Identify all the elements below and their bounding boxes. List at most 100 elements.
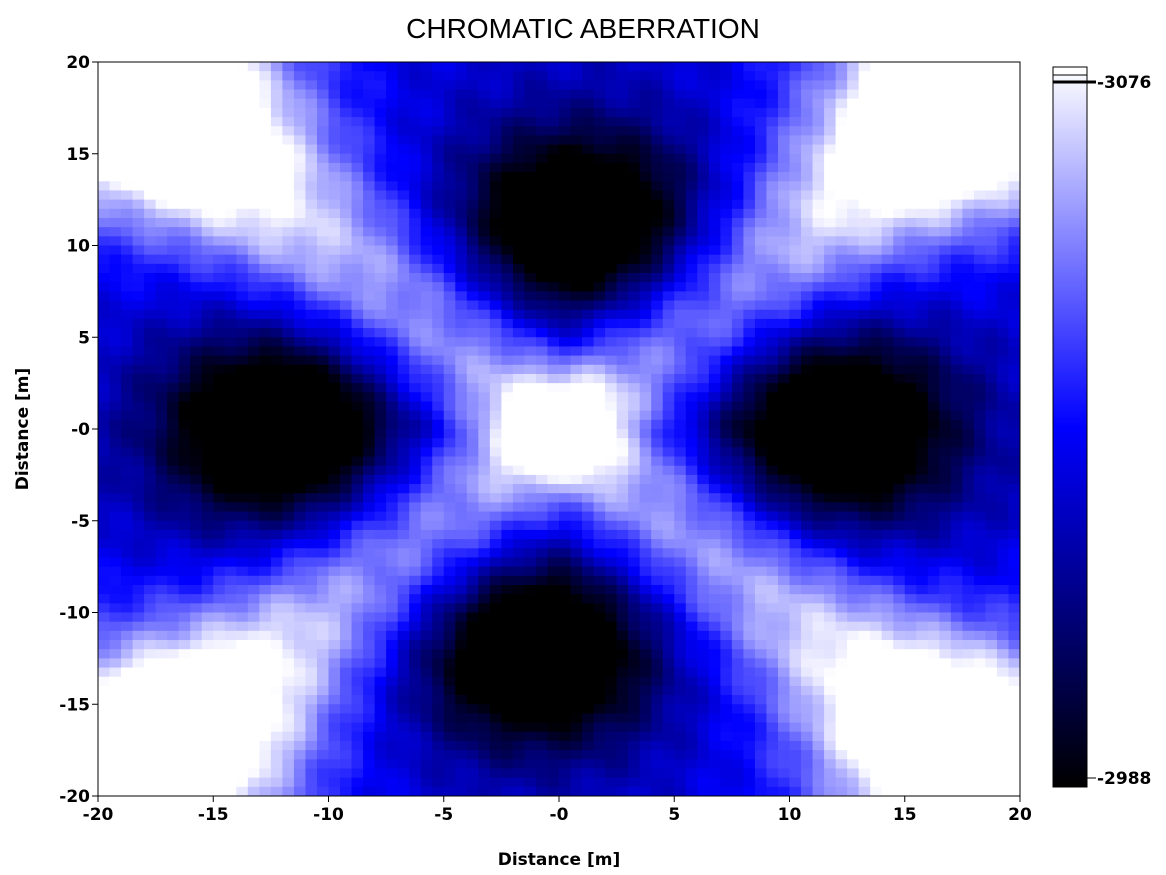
heatmap-cell bbox=[316, 594, 330, 604]
heatmap-cell bbox=[616, 181, 629, 192]
heatmap-cell bbox=[731, 126, 745, 137]
heatmap-cell bbox=[547, 273, 560, 283]
heatmap-cell bbox=[916, 456, 929, 467]
heatmap-cell bbox=[236, 181, 249, 192]
heatmap-cell bbox=[351, 107, 364, 118]
heatmap-cell bbox=[409, 465, 422, 476]
heatmap-cell bbox=[973, 80, 987, 91]
heatmap-cell bbox=[547, 474, 560, 485]
heatmap-cell bbox=[801, 309, 814, 320]
heatmap-cell bbox=[512, 144, 526, 155]
heatmap-cell bbox=[927, 117, 940, 127]
heatmap-cell bbox=[363, 282, 376, 292]
heatmap-cell bbox=[397, 355, 410, 366]
heatmap-cell bbox=[628, 566, 641, 577]
heatmap-cell bbox=[132, 438, 145, 448]
heatmap-cell bbox=[582, 410, 595, 421]
heatmap-cell bbox=[432, 603, 445, 614]
heatmap-cell bbox=[144, 199, 157, 210]
heatmap-cell bbox=[766, 511, 779, 522]
heatmap-cell bbox=[870, 208, 883, 219]
heatmap-cell bbox=[328, 208, 341, 219]
heatmap-cell bbox=[224, 199, 237, 210]
heatmap-cell bbox=[397, 107, 410, 118]
heatmap-cell bbox=[432, 584, 445, 595]
heatmap-cell bbox=[201, 383, 214, 393]
heatmap-cell bbox=[420, 71, 433, 81]
heatmap-cell bbox=[270, 429, 284, 439]
heatmap-cell bbox=[789, 162, 802, 173]
heatmap-cell bbox=[754, 474, 768, 485]
heatmap-cell bbox=[754, 337, 768, 348]
heatmap-cell bbox=[973, 62, 987, 72]
heatmap-cell bbox=[351, 282, 364, 292]
heatmap-cell bbox=[547, 392, 560, 403]
heatmap-cell bbox=[259, 135, 272, 146]
heatmap-cell bbox=[547, 117, 560, 127]
heatmap-cell bbox=[489, 346, 502, 357]
heatmap-cell bbox=[524, 263, 537, 274]
heatmap-cell bbox=[766, 373, 779, 384]
heatmap-cell bbox=[155, 300, 168, 311]
heatmap-cell bbox=[132, 199, 145, 210]
heatmap-cell bbox=[535, 337, 549, 348]
heatmap-cell bbox=[386, 263, 399, 274]
heatmap-cell bbox=[916, 199, 929, 210]
heatmap-cell bbox=[582, 539, 595, 549]
heatmap-cell bbox=[847, 98, 860, 109]
heatmap-cell bbox=[305, 208, 318, 219]
heatmap-cell bbox=[547, 575, 560, 586]
heatmap-cell bbox=[731, 135, 745, 146]
heatmap-cell bbox=[236, 318, 249, 329]
heatmap-cell bbox=[293, 383, 307, 393]
heatmap-cell bbox=[605, 429, 618, 439]
heatmap-cell bbox=[593, 144, 606, 155]
heatmap-cell bbox=[674, 199, 687, 210]
heatmap-cell bbox=[639, 172, 652, 182]
heatmap-cell bbox=[777, 199, 791, 210]
heatmap-cell bbox=[985, 392, 998, 403]
heatmap-cell bbox=[386, 318, 399, 329]
heatmap-cell bbox=[259, 227, 272, 237]
heatmap-cell bbox=[259, 346, 272, 357]
heatmap-cell bbox=[293, 474, 307, 485]
heatmap-cell bbox=[178, 419, 191, 430]
heatmap-cell bbox=[409, 575, 422, 586]
heatmap-cell bbox=[766, 162, 779, 173]
heatmap-cell bbox=[455, 190, 468, 201]
heatmap-cell bbox=[801, 575, 814, 586]
heatmap-cell bbox=[420, 419, 433, 430]
heatmap-cell bbox=[651, 401, 664, 412]
heatmap-cell bbox=[98, 584, 111, 595]
heatmap-cell bbox=[870, 217, 883, 228]
heatmap-cell bbox=[950, 575, 963, 586]
heatmap-cell bbox=[247, 410, 260, 421]
heatmap-cell bbox=[582, 162, 595, 173]
heatmap-cell bbox=[466, 153, 479, 164]
heatmap-cell bbox=[420, 98, 433, 109]
heatmap-cell bbox=[639, 263, 652, 274]
heatmap-cell bbox=[766, 474, 779, 485]
heatmap-cell bbox=[201, 410, 214, 421]
heatmap-cell bbox=[628, 493, 641, 504]
heatmap-cell bbox=[455, 566, 468, 577]
heatmap-cell bbox=[535, 410, 549, 421]
heatmap-cell bbox=[927, 493, 940, 504]
heatmap-cell bbox=[996, 208, 1010, 219]
heatmap-cell bbox=[904, 126, 917, 137]
heatmap-cell bbox=[282, 89, 295, 100]
heatmap-cell bbox=[397, 300, 410, 311]
heatmap-cell bbox=[328, 401, 341, 412]
heatmap-cell bbox=[777, 419, 791, 430]
heatmap-cell bbox=[697, 520, 710, 531]
heatmap-cell bbox=[950, 153, 963, 164]
heatmap-cell bbox=[178, 80, 191, 91]
heatmap-cell bbox=[847, 300, 860, 311]
heatmap-cell bbox=[455, 511, 468, 522]
heatmap-cell bbox=[996, 135, 1010, 146]
heatmap-cell bbox=[247, 419, 260, 430]
heatmap-cell bbox=[328, 603, 341, 614]
heatmap-cell bbox=[236, 309, 249, 320]
heatmap-cell bbox=[316, 465, 330, 476]
heatmap-cell bbox=[132, 254, 145, 265]
